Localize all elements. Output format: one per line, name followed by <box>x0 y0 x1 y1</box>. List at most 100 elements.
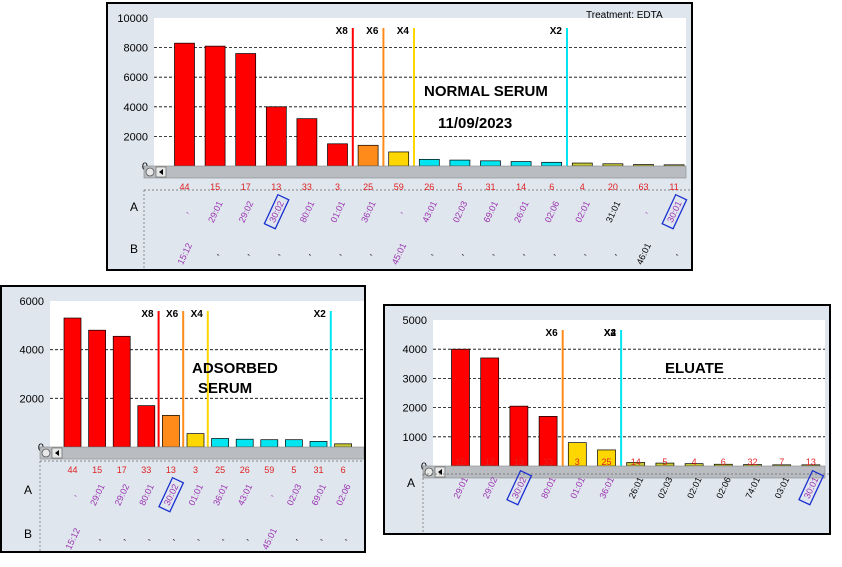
category-label: 4 <box>580 182 585 192</box>
row_a-cell: 43:01 <box>420 199 439 224</box>
zoom-reset-icon[interactable] <box>424 467 434 477</box>
marker-label-x2: X2 <box>550 26 563 37</box>
row_b-value: , <box>142 535 152 542</box>
row_b-cell: 15:12 <box>175 241 194 266</box>
category-label: 25 <box>215 465 225 475</box>
category-label: 3 <box>335 182 340 192</box>
category-label: 13 <box>514 457 524 467</box>
category-label: 13 <box>806 457 816 467</box>
row_a-cell: 29:02 <box>113 482 132 507</box>
row_b-cell: 15:12 <box>63 526 82 551</box>
row_a-value: 29:02 <box>113 482 132 507</box>
row-label-a: A <box>24 483 32 497</box>
bar-4 <box>571 162 593 167</box>
chart-title: 11/09/2023 <box>438 115 512 132</box>
bar-25 <box>211 438 229 448</box>
y-tick-label: 4000 <box>403 344 427 356</box>
row_a-value: 02:06 <box>543 199 562 224</box>
chevron-left-icon <box>438 469 442 475</box>
row_a-value: , <box>394 208 404 215</box>
row_a-cell: 01:01 <box>328 199 347 224</box>
category-label: 5 <box>457 182 462 192</box>
row_a-value: 36:01 <box>597 475 616 500</box>
normal-serum-chart: 0200040006000800010000X8X6X4X2NORMAL SER… <box>117 10 691 269</box>
row_b-cell: , <box>302 250 312 257</box>
category-label: 25 <box>363 182 373 192</box>
row_b-value: 46:01 <box>634 241 653 266</box>
horizontal-scrollbar[interactable] <box>422 465 826 479</box>
row_a-value: 01:01 <box>568 475 587 500</box>
category-label: 25 <box>601 457 611 467</box>
marker-label-x4: X4 <box>604 328 617 339</box>
row_a-cell: 74:01 <box>743 475 762 500</box>
row_a-value: 43:01 <box>236 482 255 507</box>
y-tick-label: 6000 <box>20 296 44 308</box>
category-label: 33 <box>302 182 312 192</box>
bar-59 <box>388 151 410 167</box>
row-label-a: A <box>407 476 415 490</box>
row_a-cell: , <box>180 208 190 215</box>
highlight-box <box>798 469 825 506</box>
category-label: 13 <box>166 465 176 475</box>
bar-31 <box>309 441 328 448</box>
row_a-cell: 36:01 <box>359 199 378 224</box>
category-label: 6 <box>341 465 346 475</box>
row_a-value: , <box>265 491 275 498</box>
category-label: 15 <box>210 182 220 192</box>
row_a-value: 69:01 <box>309 482 328 507</box>
horizontal-scrollbar[interactable] <box>39 446 364 460</box>
row_b-cell: , <box>272 250 282 257</box>
row_b-value: 45:01 <box>260 526 279 551</box>
bar-5 <box>449 159 471 167</box>
row_b-cell: 45:01 <box>260 526 279 551</box>
y-tick-label: 2000 <box>403 403 427 415</box>
category-label: 5 <box>291 465 296 475</box>
zoom-reset-icon[interactable] <box>41 448 51 458</box>
row_b-value: , <box>516 250 526 257</box>
category-label: 15 <box>92 465 102 475</box>
row_a-cell: 01:01 <box>568 475 587 500</box>
row_b-cell: 46:01 <box>634 241 653 266</box>
category-label: 26 <box>240 465 250 475</box>
row_a-cell: 02:06 <box>334 482 353 507</box>
row_b-value: , <box>215 535 225 542</box>
bar-31 <box>480 160 501 167</box>
y-tick-label: 1000 <box>403 432 427 444</box>
row_a-value: 02:06 <box>714 475 733 500</box>
y-tick-label: 8000 <box>124 43 148 55</box>
bar-3 <box>186 433 205 448</box>
row_b-cell: , <box>240 535 250 542</box>
bar-20 <box>602 163 624 167</box>
row_a-cell: , <box>68 491 78 498</box>
chart-title: NORMAL SERUM <box>424 83 548 100</box>
row-label-a: A <box>130 200 138 214</box>
row_a-value: 80:01 <box>298 199 317 224</box>
category-label: 14 <box>516 182 526 192</box>
y-tick-label: 5000 <box>403 315 427 327</box>
horizontal-scrollbar[interactable] <box>143 165 687 179</box>
highlight-box <box>263 193 290 230</box>
row_b-cell: , <box>191 535 201 542</box>
row_a-value: 80:01 <box>539 475 558 500</box>
row_a-value: 36:01 <box>211 482 230 507</box>
bar-5 <box>285 439 303 448</box>
row_a-value: 80:01 <box>137 482 156 507</box>
row_b-cell: , <box>425 250 435 257</box>
row_a-cell: 30:02 <box>158 476 185 513</box>
category-label: 32 <box>747 457 757 467</box>
row_b-value: 45:01 <box>390 241 409 266</box>
row_a-value: 29:02 <box>481 475 500 500</box>
highlight-box <box>158 476 185 513</box>
zoom-reset-icon[interactable] <box>145 167 155 177</box>
marker-label-x8: X8 <box>141 309 154 320</box>
y-tick-label: 2000 <box>124 131 148 143</box>
row_b-value: , <box>338 535 348 542</box>
bar-17 <box>112 335 131 448</box>
row_b-value: , <box>241 250 251 257</box>
chart-title: ADSORBED <box>192 360 278 377</box>
bar-44 <box>174 42 195 167</box>
row_b-value: , <box>166 535 176 542</box>
row_a-cell: 80:01 <box>298 199 317 224</box>
row_a-cell: 02:06 <box>543 199 562 224</box>
y-tick-label: 3000 <box>403 373 427 385</box>
